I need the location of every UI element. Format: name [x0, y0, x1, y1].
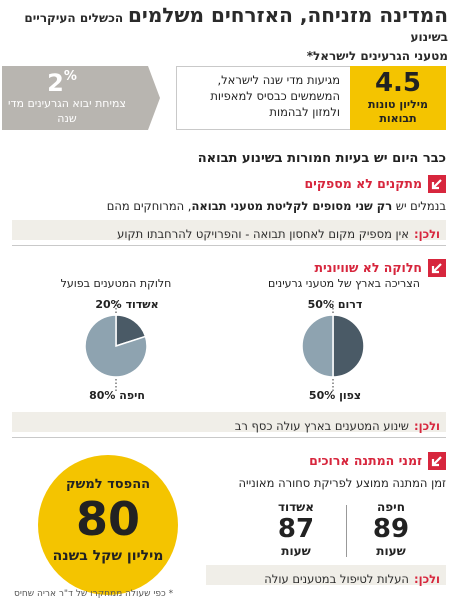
- pie-label-south: 50% דרום: [300, 298, 370, 311]
- grey-arrow-tip: [148, 66, 160, 130]
- haifa-value: 80%: [89, 389, 116, 402]
- section-wait-title: זמני המתנה ארוכים: [309, 453, 422, 468]
- tons-caption: מיליון טונות תבואות: [368, 98, 428, 125]
- north-label: צפון: [339, 389, 362, 402]
- pie-slice-צפון: [301, 314, 334, 378]
- north-value: 50%: [308, 389, 336, 402]
- section-wait-text: זמן המתנה ממוצע לפריקת סחורה מאונייה: [238, 476, 446, 490]
- conclusion-label: ולכן:: [414, 227, 440, 241]
- import-growth-unit: %: [63, 69, 77, 84]
- section-facilities-text: בנמלים יש רק שני מסופים לקליטת מטעני תבו…: [16, 199, 446, 213]
- title-line2: מטעני הגרעינים לישראל*: [306, 49, 448, 63]
- loss-value: 80: [75, 492, 140, 546]
- import-growth-box: 2% צמיחת יבוא הגרעינים מדי שנה: [2, 66, 148, 130]
- tons-description-box: [176, 66, 376, 130]
- south-label: דרום: [337, 298, 363, 311]
- section-facilities-title: מתקנים לא מספקים: [304, 176, 422, 191]
- pie-slice-חיפה: [84, 314, 148, 378]
- pie-slice-דרום: [332, 314, 365, 378]
- facilities-conclusion: ולכן: אין מספיק מקום לאחסון תבואה - והפר…: [12, 220, 446, 241]
- arrow-icon: [428, 175, 446, 193]
- haifa-label: חיפה: [119, 389, 145, 402]
- facilities-text-b: , המרוחקים מהם: [106, 199, 192, 213]
- conclusion-label: ולכן:: [414, 572, 440, 586]
- loss-circle: ההפסד למשק 80 מיליון שקל בשנה: [38, 455, 178, 595]
- consumption-chart-title: הצריכה בארץ של מטעני גרעינים: [268, 277, 420, 290]
- import-growth-number: 2: [47, 69, 64, 97]
- tons-description: מגיעות מדי שנה לישראל, המשמשים כבסיס למא…: [210, 73, 340, 119]
- wait-divider: [346, 505, 347, 557]
- pie-label-ashdod: 20% אשדוד: [82, 298, 172, 311]
- ashdod-value: 20%: [95, 298, 122, 311]
- import-growth-value: 2%: [2, 69, 122, 97]
- ashdod-wait-value: 87: [277, 514, 315, 544]
- footnote: * כפי שעולה ממחקרו של ד"ר אריה שחיס: [14, 589, 174, 599]
- tons-value: 4.5: [374, 68, 422, 98]
- section-distribution-title: חלוקה לא שוויונית: [314, 260, 422, 275]
- title-main: המדינה מזניחה, האזרחים משלמים: [128, 3, 448, 27]
- pie-charts: [84, 301, 365, 391]
- conclusion-label: ולכן:: [414, 419, 440, 433]
- divider: [12, 437, 446, 438]
- conclusion-text: העלות לטיפול במטענים עולה: [264, 572, 409, 586]
- ashdod-wait-unit: שעות: [281, 544, 311, 558]
- tons-box: 4.5 מיליון טונות תבואות: [350, 66, 446, 130]
- pie-label-haifa: 80% חיפה: [72, 389, 162, 402]
- south-value: 50%: [307, 298, 334, 311]
- arrow-icon: [428, 452, 446, 470]
- distribution-conclusion: ולכן: שינוע המטענים בארץ עולה כסף רב: [12, 412, 446, 433]
- page-title: המדינה מזניחה, האזרחים משלמים הכשלים העי…: [8, 3, 448, 66]
- loss-top: ההפסד למשק: [65, 477, 151, 492]
- conclusion-text: שינוע המטענים בארץ עולה כסף רב: [234, 419, 409, 433]
- pie-label-north: 50% צפון: [300, 389, 370, 402]
- haifa-wait-city: חיפה: [377, 500, 405, 514]
- consumption-pie: [301, 301, 365, 391]
- divider: [12, 245, 446, 246]
- ashdod-wait: אשדוד 87 שעות: [258, 500, 334, 558]
- facilities-text-bold: רק שני מסופים לקליטת מטעני תבואה: [191, 199, 393, 213]
- actual-chart-title: חלוקת המטענים בפועל: [60, 277, 172, 290]
- arrow-icon: [428, 259, 446, 277]
- ashdod-label: אשדוד: [125, 298, 159, 311]
- conclusion-text: אין מספיק מקום לאחסון תבואה - והפרויקט ל…: [117, 227, 409, 241]
- facilities-text-a: בנמלים יש: [392, 199, 446, 213]
- title-sub: הכשלים העיקריים בשינוע: [24, 11, 448, 44]
- wait-conclusion: ולכן: העלות לטיפול במטענים עולה: [206, 565, 446, 586]
- loss-bottom: מיליון שקל בשנה: [52, 548, 164, 564]
- haifa-wait-unit: שעות: [376, 544, 406, 558]
- section-heading: כבר היום יש בעיות חמורות בשינוע תבואה: [197, 151, 446, 166]
- actual-pie: [84, 301, 148, 391]
- haifa-wait-value: 89: [372, 514, 410, 544]
- ashdod-wait-city: אשדוד: [277, 500, 315, 514]
- import-growth-caption: צמיחת יבוא הגרעינים מדי שנה: [8, 97, 126, 125]
- haifa-wait: חיפה 89 שעות: [356, 500, 426, 558]
